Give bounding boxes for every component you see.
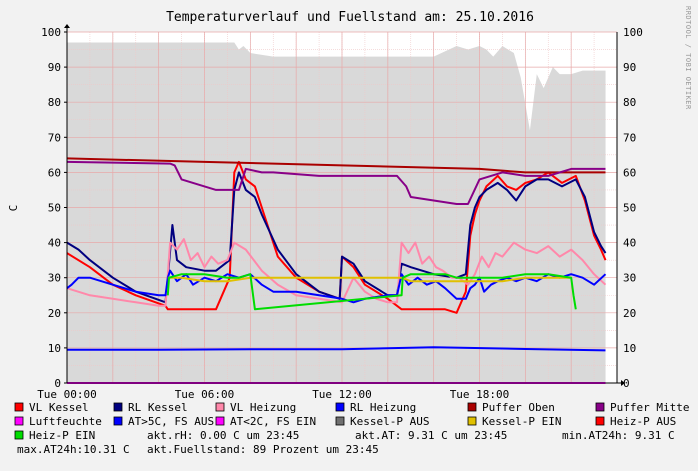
stat-min-at: min.AT24h: 9.31 C: [562, 429, 675, 442]
stat-current-rh: akt.rH: 0.00 C um 23:45: [147, 429, 299, 442]
series-line-vl-kessel: [66, 160, 607, 314]
series-line-kessel-p-ein: [167, 276, 572, 283]
y-tick-label-right: 50: [623, 202, 636, 215]
y-tick-label-left: 40: [48, 237, 61, 250]
stat-max-at: max.AT24h:10.31 C: [17, 443, 130, 456]
legend-swatch: [467, 416, 477, 426]
y-tick-label-right: 0: [623, 377, 630, 390]
legend-swatch: [335, 416, 345, 426]
y-axis-label: C: [7, 205, 20, 212]
legend-label: VL Kessel: [29, 401, 89, 414]
series-line-rl-kessel: [66, 171, 607, 304]
legend-label: Puffer Oben: [482, 401, 555, 414]
legend-swatch: [14, 430, 24, 440]
legend-swatch: [335, 402, 345, 412]
stat-current-at: akt.AT: 9.31 C um 23:45: [355, 429, 507, 442]
y-tick-label-right: 40: [623, 237, 636, 250]
series-line-puffer-mitte: [66, 160, 606, 205]
y-tick-label-left: 80: [48, 96, 61, 109]
legend-label: Heiz-P EIN: [29, 429, 95, 442]
legend-label: RL Kessel: [128, 401, 188, 414]
y-tick-label-left: 20: [48, 307, 61, 320]
y-tick-label-left: 50: [48, 202, 61, 215]
legend-swatch: [14, 402, 24, 412]
x-tick-label: Tue 06:00: [175, 388, 235, 401]
legend-label: VL Heizung: [230, 401, 296, 414]
y-tick-label-left: 0: [54, 377, 61, 390]
x-axis-arrow: [621, 380, 625, 386]
y-tick-label-right: 90: [623, 61, 636, 74]
legend-swatch: [113, 402, 123, 412]
y-tick-label-right: 100: [623, 26, 643, 39]
x-tick-label: Tue 18:00: [450, 388, 510, 401]
x-tick-label: Tue 12:00: [312, 388, 372, 401]
series-line-vl-heizung: [66, 238, 607, 307]
y-tick-label-right: 30: [623, 272, 636, 285]
y-tick-label-left: 70: [48, 131, 61, 144]
legend-label: RL Heizung: [350, 401, 416, 414]
legend-swatch: [595, 402, 605, 412]
legend-label: AT<2C, FS EIN: [230, 415, 316, 428]
series-line-heiz-p-ein: [166, 273, 577, 311]
y-tick-label-right: 70: [623, 131, 636, 144]
y-tick-label-left: 60: [48, 166, 61, 179]
legend-label: Kessel-P AUS: [350, 415, 429, 428]
legend-swatch: [215, 416, 225, 426]
legend-label: Luftfeuchte: [29, 415, 102, 428]
legend-label: Puffer Mitte: [610, 401, 689, 414]
y-tick-label-right: 80: [623, 96, 636, 109]
legend-label: Heiz-P AUS: [610, 415, 676, 428]
chart-watermark: RRDTOOL / TOBI OETIKER: [684, 6, 692, 110]
y-tick-label-left: 10: [48, 342, 61, 355]
y-axis-arrow: [64, 24, 70, 28]
y-tick-label-left: 90: [48, 61, 61, 74]
legend-swatch: [595, 416, 605, 426]
series-line-puffer-oben: [66, 157, 606, 174]
y-tick-label-right: 60: [623, 166, 636, 179]
fuellstand-area: [67, 42, 606, 383]
y-tick-label-right: 10: [623, 342, 636, 355]
series-line-at-5c-fs-aus: [67, 346, 606, 352]
legend-swatch: [467, 402, 477, 412]
legend-swatch: [215, 402, 225, 412]
legend-swatch: [113, 416, 123, 426]
y-tick-label-left: 100: [41, 26, 61, 39]
legend-label: AT>5C, FS AUS: [128, 415, 214, 428]
stat-fuellstand: akt.Fuellstand: 89 Prozent um 23:45: [147, 443, 379, 456]
legend-label: Kessel-P EIN: [482, 415, 561, 428]
y-tick-label-right: 20: [623, 307, 636, 320]
y-tick-label-left: 30: [48, 272, 61, 285]
chart-title: Temperaturverlauf und Fuellstand am: 25.…: [166, 10, 534, 25]
legend-swatch: [14, 416, 24, 426]
x-tick-label: Tue 00:00: [37, 388, 97, 401]
